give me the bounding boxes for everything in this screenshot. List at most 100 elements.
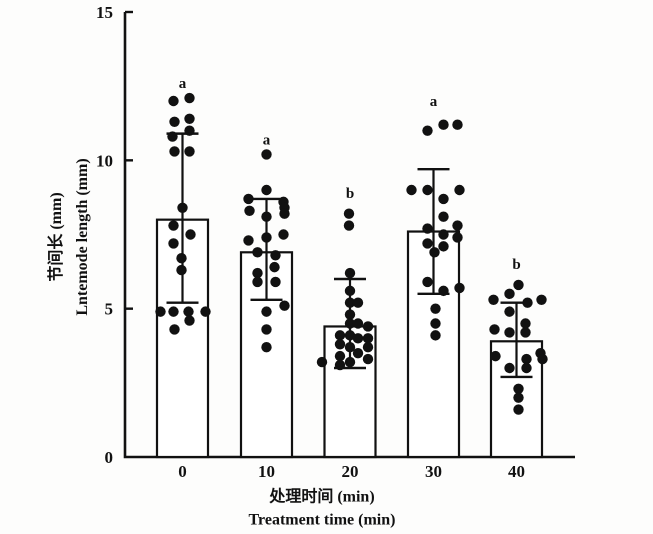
- data-point: [176, 253, 187, 264]
- data-point: [184, 315, 195, 326]
- data-point: [334, 350, 346, 362]
- data-point: [334, 339, 346, 350]
- data-point: [362, 321, 374, 332]
- data-point: [279, 208, 290, 219]
- data-point: [252, 267, 263, 279]
- data-point: [261, 211, 272, 222]
- data-point: [344, 318, 356, 329]
- data-point: [452, 119, 463, 130]
- data-point: [490, 350, 501, 362]
- data-point: [454, 282, 465, 294]
- data-point: [252, 276, 263, 288]
- y-tick-label: 0: [105, 448, 114, 467]
- data-point: [244, 205, 255, 216]
- data-point: [261, 306, 272, 317]
- data-point: [438, 119, 449, 130]
- data-point: [537, 353, 548, 365]
- data-point: [184, 125, 195, 136]
- data-point: [168, 95, 179, 107]
- data-point: [184, 146, 195, 157]
- data-point: [454, 184, 465, 196]
- data-point: [513, 279, 524, 291]
- data-point: [270, 276, 281, 288]
- data-point: [344, 356, 356, 368]
- data-point: [344, 297, 356, 308]
- data-point: [169, 324, 180, 335]
- x-axis-title: 处理时间 (min) Treatment time (min): [249, 486, 396, 531]
- y-axis-title: 节间长 (mm) Lntemode length (mm): [44, 158, 96, 315]
- data-point: [344, 309, 356, 320]
- data-point: [352, 297, 364, 308]
- data-point: [185, 229, 196, 240]
- data-point: [316, 356, 328, 368]
- data-point: [352, 318, 364, 329]
- significance-letter: a: [263, 133, 271, 149]
- data-point: [279, 300, 290, 311]
- data-point: [177, 202, 188, 213]
- data-point: [176, 264, 187, 276]
- data-point: [344, 330, 356, 341]
- y-tick-label: 5: [105, 300, 114, 319]
- data-point: [513, 383, 524, 394]
- data-point: [438, 285, 449, 297]
- data-point: [261, 342, 272, 353]
- y-axis-title-cn: 节间长 (mm): [48, 192, 66, 282]
- data-point: [252, 247, 263, 258]
- data-point: [261, 184, 272, 196]
- data-point: [520, 318, 531, 329]
- data-point: [343, 208, 355, 219]
- significance-letter: a: [179, 76, 187, 92]
- data-point: [243, 193, 254, 205]
- y-axis-title-en: Lntemode length (mm): [74, 158, 91, 316]
- data-point: [489, 324, 500, 335]
- data-point: [167, 131, 178, 142]
- significance-letter: b: [512, 257, 520, 273]
- x-tick-label: 10: [258, 462, 275, 481]
- data-point: [261, 324, 272, 335]
- data-point: [334, 330, 346, 341]
- data-point: [422, 223, 433, 234]
- data-point: [488, 294, 499, 305]
- data-point: [261, 149, 272, 160]
- data-point: [504, 306, 515, 317]
- data-point: [504, 288, 515, 300]
- data-point: [168, 238, 179, 249]
- data-point: [155, 306, 166, 317]
- data-point: [344, 342, 356, 353]
- data-point: [522, 297, 533, 308]
- data-point: [429, 247, 440, 258]
- x-axis-title-en: Treatment time (min): [248, 511, 396, 528]
- significance-letter: a: [430, 94, 438, 110]
- data-point: [243, 235, 254, 246]
- data-point: [521, 353, 532, 365]
- data-point: [184, 113, 195, 125]
- data-point: [513, 392, 524, 403]
- data-point: [513, 404, 524, 415]
- data-point: [278, 229, 289, 240]
- data-point: [344, 267, 356, 279]
- data-point: [169, 116, 180, 127]
- significance-letter: b: [346, 186, 354, 202]
- data-point: [352, 347, 364, 359]
- data-point: [504, 362, 515, 374]
- data-point: [438, 193, 449, 205]
- x-tick-label: 20: [342, 462, 359, 481]
- data-point: [168, 306, 179, 317]
- data-point: [183, 306, 194, 317]
- data-point: [430, 303, 441, 314]
- data-point: [334, 359, 346, 371]
- data-point: [406, 184, 417, 196]
- data-point: [422, 125, 433, 136]
- data-point: [438, 211, 449, 222]
- data-point: [362, 333, 374, 344]
- data-point: [422, 184, 433, 196]
- data-point: [261, 232, 272, 243]
- data-point: [343, 220, 355, 231]
- data-point: [270, 250, 281, 261]
- data-point: [184, 92, 195, 104]
- y-tick-label: 15: [96, 3, 113, 22]
- data-point: [430, 318, 441, 329]
- data-point: [362, 353, 374, 365]
